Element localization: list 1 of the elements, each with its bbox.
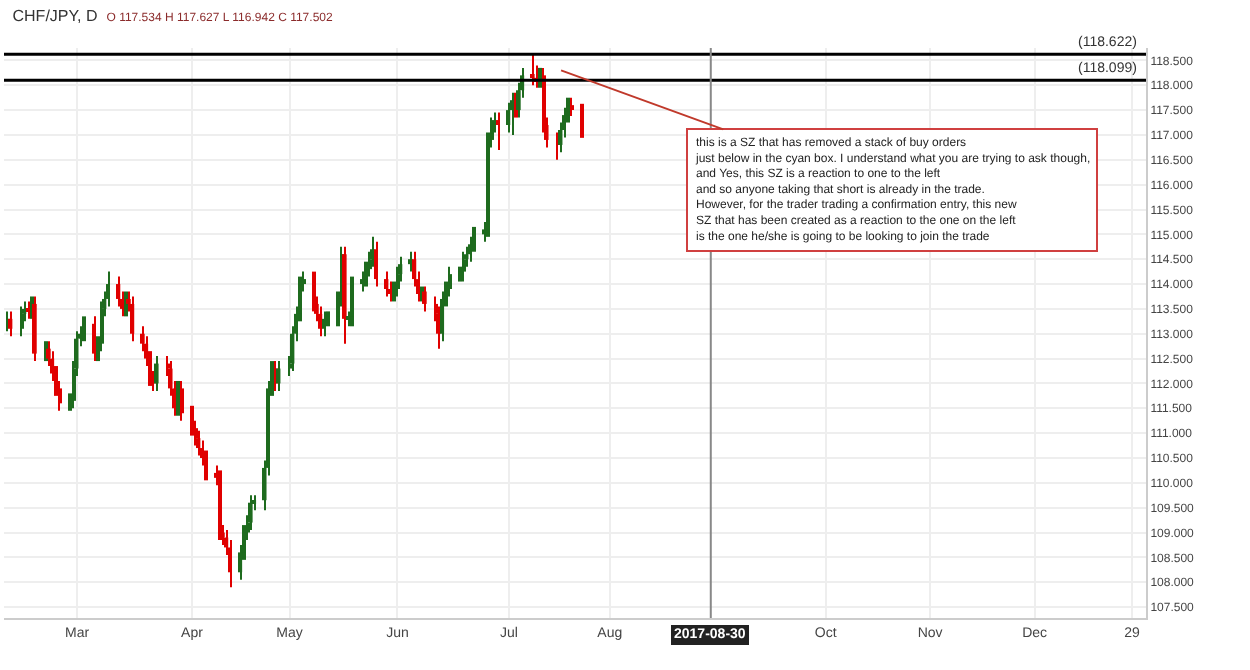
chart-title: CHF/JPY, D	[12, 7, 98, 26]
